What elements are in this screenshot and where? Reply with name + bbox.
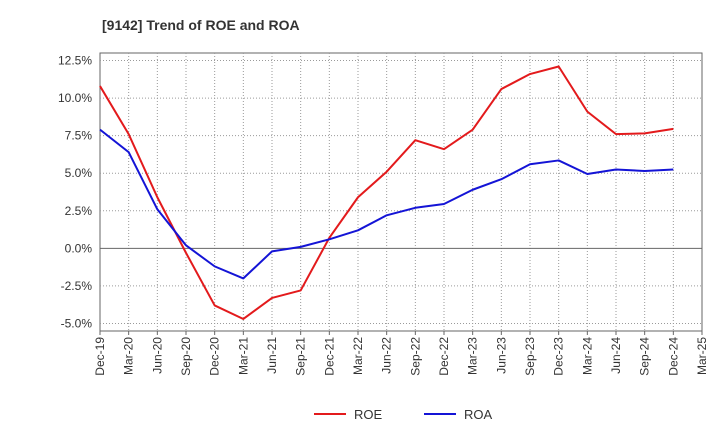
x-tick-label: Jun-23 bbox=[494, 337, 508, 374]
legend: ROE ROA bbox=[314, 407, 493, 422]
x-tick-label: Sep-21 bbox=[294, 337, 308, 376]
x-tick-label: Mar-25 bbox=[695, 337, 709, 375]
x-tick-label: Dec-20 bbox=[208, 337, 222, 376]
x-tick-label: Jun-24 bbox=[609, 337, 623, 374]
x-tick-label: Sep-24 bbox=[638, 337, 652, 376]
x-tick-label: Jun-20 bbox=[150, 337, 164, 374]
x-tick-label: Mar-23 bbox=[466, 337, 480, 375]
x-tick-label: Dec-19 bbox=[93, 337, 107, 376]
axes: 12.5%10.0%7.5%5.0%2.5%0.0%-2.5%-5.0%Dec-… bbox=[58, 54, 709, 376]
grid-lines bbox=[99, 52, 703, 332]
legend-label-roa: ROA bbox=[464, 407, 493, 422]
y-tick-label: 2.5% bbox=[65, 204, 93, 218]
x-tick-label: Sep-22 bbox=[408, 337, 422, 376]
x-tick-label: Dec-23 bbox=[552, 337, 566, 376]
y-tick-label: -2.5% bbox=[61, 279, 93, 293]
series-line-roe bbox=[99, 65, 674, 320]
x-tick-label: Dec-21 bbox=[322, 337, 336, 376]
y-tick-label: 5.0% bbox=[65, 166, 93, 180]
x-tick-label: Sep-23 bbox=[523, 337, 537, 376]
x-tick-label: Dec-22 bbox=[437, 337, 451, 376]
x-tick-label: Jun-22 bbox=[380, 337, 394, 374]
x-tick-label: Dec-24 bbox=[666, 337, 680, 376]
series-line-roa bbox=[99, 128, 674, 280]
x-tick-label: Mar-22 bbox=[351, 337, 365, 375]
y-tick-label: 10.0% bbox=[58, 91, 92, 105]
x-tick-label: Sep-20 bbox=[179, 337, 193, 376]
chart-title: [9142] Trend of ROE and ROA bbox=[102, 17, 300, 33]
y-tick-label: 7.5% bbox=[65, 129, 93, 143]
y-tick-label: -5.0% bbox=[61, 316, 93, 330]
x-tick-label: Mar-20 bbox=[122, 337, 136, 375]
y-tick-label: 0.0% bbox=[65, 241, 93, 255]
y-tick-label: 12.5% bbox=[58, 54, 92, 68]
series-lines bbox=[99, 65, 674, 320]
plot-area bbox=[99, 52, 703, 332]
legend-label-roe: ROE bbox=[354, 407, 383, 422]
x-tick-label: Mar-24 bbox=[580, 337, 594, 375]
x-tick-label: Jun-21 bbox=[265, 337, 279, 374]
x-tick-label: Mar-21 bbox=[236, 337, 250, 375]
